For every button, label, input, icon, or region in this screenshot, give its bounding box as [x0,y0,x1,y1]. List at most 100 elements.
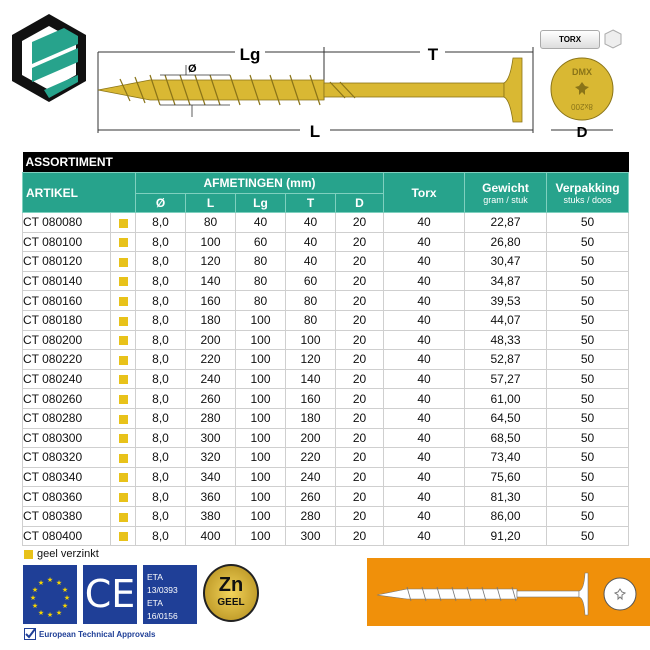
cell-torx: 40 [383,525,465,547]
cell-weight: 57,27 [464,368,547,390]
yellow-zinc-swatch [118,492,128,502]
cell-weight: 75,60 [464,466,547,488]
cell-article: CT 080220 [22,349,111,370]
cell-article: CT 080240 [22,368,111,390]
cell-weight: 22,87 [464,212,547,233]
table-row: CT 080200 8,0 200 100 100 20 40 48,33 50 [22,329,630,351]
yellow-zinc-swatch [118,453,128,463]
cell-packaging: 50 [545,466,630,488]
cell-finish [110,309,136,331]
cell-diameter: 8,0 [135,251,186,272]
cell-shank-length: 180 [285,407,336,429]
gewicht-unit: gram / stuk [483,194,528,205]
cell-thread-length: 100 [235,309,286,331]
legend-label: geel verzinkt [37,548,99,560]
l-label: L [310,122,320,140]
cell-torx: 40 [383,447,465,468]
cell-length: 400 [185,525,236,547]
yellow-zinc-swatch [118,297,128,306]
cell-shank-length: 140 [285,368,336,390]
cell-weight: 52,87 [464,349,547,370]
cell-torx: 40 [383,368,465,390]
yellow-zinc-swatch [118,473,128,483]
cell-head-diameter: 20 [335,388,384,409]
cell-head-diameter: 20 [335,525,384,547]
checkbox-check-icon [24,628,36,640]
cell-thread-length: 100 [235,329,286,351]
cell-head-diameter: 20 [335,349,384,370]
cell-finish [110,231,136,253]
cell-weight: 26,80 [464,231,547,253]
cell-thread-length: 80 [235,270,286,292]
cell-weight: 81,30 [464,486,547,507]
cell-length: 220 [185,349,236,370]
cell-head-diameter: 20 [335,329,384,351]
cell-diameter: 8,0 [135,427,186,449]
cell-shank-length: 160 [285,388,336,409]
head-size-text: 8x200 [571,102,593,111]
cell-thread-length: 100 [235,525,286,547]
cell-torx: 40 [383,251,465,272]
cell-length: 160 [185,290,236,311]
svg-text:★: ★ [56,609,62,617]
cell-head-diameter: 20 [335,486,384,507]
yellow-zinc-swatch [118,316,128,326]
svg-text:★: ★ [32,602,38,610]
cell-article: CT 080360 [22,486,111,507]
cell-head-diameter: 20 [335,427,384,449]
yellow-zinc-swatch [118,394,128,404]
cell-article: CT 080140 [22,270,111,292]
cell-finish [110,290,136,311]
cell-head-diameter: 20 [335,270,384,292]
svg-text:★: ★ [64,594,70,602]
eta-item: ETA 16/0156 [147,598,178,621]
screw-silhouette-icon [376,572,637,616]
cell-diameter: 8,0 [135,212,186,233]
torx-bit-icon: TORX [540,30,600,49]
cell-diameter: 8,0 [135,231,186,253]
cell-thread-length: 100 [235,407,286,429]
yellow-zinc-swatch [118,375,128,385]
cell-weight: 34,87 [464,270,547,292]
cell-packaging: 50 [545,270,630,292]
yellow-zinc-swatch [24,549,33,559]
cell-length: 360 [185,486,236,507]
head-brand-text: DMX [572,67,592,77]
legend: geel verzinkt [24,548,99,560]
cell-length: 300 [185,427,236,449]
table-row: CT 080180 8,0 180 100 80 20 40 44,07 50 [22,309,630,331]
cell-article: CT 080260 [22,388,111,409]
torx-bit-label: TORX [558,35,582,44]
cell-finish [110,447,136,468]
table-title: ASSORTIMENT [22,152,629,173]
verpakking-unit: stuks / doos [563,194,612,205]
cell-finish [110,329,136,351]
cell-torx: 40 [383,309,465,331]
t-label: T [428,45,439,64]
cell-torx: 40 [383,388,465,409]
cell-finish [110,407,136,429]
header-artikel: ARTIKEL [22,172,136,213]
table-row: CT 080160 8,0 160 80 80 20 40 39,53 50 [22,290,630,311]
header-diameter: Ø [135,193,186,213]
header-torx: Torx [383,172,465,213]
cell-shank-length: 220 [285,447,336,468]
cell-weight: 30,47 [464,251,547,272]
cell-thread-length: 40 [235,212,286,233]
cell-torx: 40 [383,231,465,253]
cell-packaging: 50 [545,525,630,547]
table-row: CT 080280 8,0 280 100 180 20 40 64,50 50 [22,407,630,429]
svg-text:★: ★ [56,579,62,587]
cell-head-diameter: 20 [335,368,384,390]
cell-article: CT 080400 [22,525,111,547]
cell-weight: 39,53 [464,290,547,311]
header-lg: Lg [235,193,286,213]
svg-text:★: ★ [30,594,36,602]
cell-length: 100 [185,231,236,253]
eta-item: ETA 13/0393 [147,572,178,595]
header-l: L [185,193,236,213]
cell-packaging: 50 [545,427,630,449]
cell-length: 380 [185,505,236,527]
cell-thread-length: 100 [235,505,286,527]
table-row: CT 080300 8,0 300 100 200 20 40 68,50 50 [22,427,630,449]
